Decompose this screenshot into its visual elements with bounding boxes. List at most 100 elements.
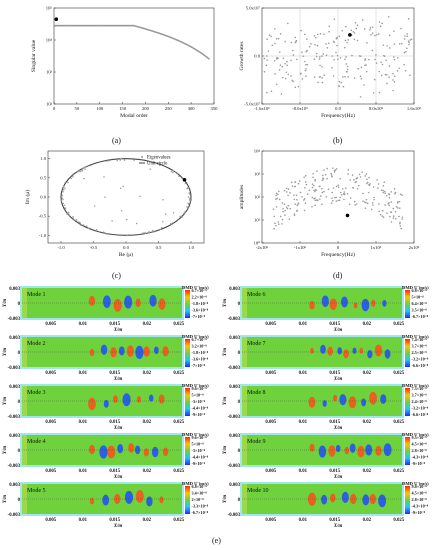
colorbar-tick-label: -9×10⁻⁸ xyxy=(192,461,206,466)
data-point xyxy=(345,56,347,58)
data-point xyxy=(270,90,273,92)
data-point xyxy=(375,62,378,64)
x-axis-title: X/m xyxy=(113,377,123,381)
colorbar xyxy=(185,339,190,367)
data-point xyxy=(85,225,88,227)
data-point xyxy=(321,81,324,84)
data-point xyxy=(362,200,364,203)
data-point xyxy=(170,170,173,173)
colorbar-title: DMD U'(m/s) xyxy=(182,285,209,290)
data-point xyxy=(172,221,174,224)
flow-structure xyxy=(113,395,118,403)
data-point xyxy=(321,179,324,181)
data-point xyxy=(297,182,300,185)
data-point xyxy=(105,233,107,235)
data-point xyxy=(286,207,289,210)
data-point xyxy=(357,184,360,187)
mode-label: Mode 2 xyxy=(27,341,46,347)
flow-structure xyxy=(320,344,326,354)
data-point xyxy=(177,172,179,175)
y-tick-label: 0.003 xyxy=(229,434,240,439)
data-point xyxy=(344,75,346,78)
data-point xyxy=(376,179,378,181)
panel-label-a: (a) xyxy=(112,136,121,145)
x-tick-label: 0.01 xyxy=(79,469,88,474)
flow-structure xyxy=(162,346,169,357)
data-point xyxy=(365,70,368,73)
data-point xyxy=(323,169,325,171)
data-point xyxy=(318,185,321,188)
flow-structure xyxy=(103,399,109,408)
colorbar-title: DMD U'(m/s) xyxy=(402,383,429,388)
x-tick-label: 0.02 xyxy=(363,469,372,474)
data-point xyxy=(354,204,356,206)
data-point xyxy=(316,170,318,172)
data-point xyxy=(281,223,283,225)
data-point xyxy=(305,75,307,78)
data-point xyxy=(365,173,368,175)
data-point xyxy=(366,202,369,205)
data-point xyxy=(174,171,177,173)
data-point xyxy=(335,185,338,188)
y-tick-label: 0.003 xyxy=(9,336,20,341)
data-point xyxy=(301,51,303,54)
data-point xyxy=(144,231,146,234)
data-point xyxy=(278,69,281,71)
data-point xyxy=(359,55,362,58)
data-point xyxy=(335,37,338,40)
mode-label: Mode 9 xyxy=(247,439,266,445)
data-point xyxy=(315,55,318,58)
flow-structure xyxy=(100,344,108,355)
data-point xyxy=(277,37,280,40)
x-tick-label: 0.025 xyxy=(393,420,404,425)
data-point xyxy=(371,49,374,52)
x-tick-label: 0.005 xyxy=(265,469,276,474)
mode-panel: Mode 4 0.003 0 -0.003 Y/m 0.005 0.01 0.015 0.02 0… xyxy=(3,432,209,479)
colorbar-tick-label: 4.5×10⁻⁸ xyxy=(412,491,428,496)
data-point xyxy=(321,203,323,206)
x-tick-label: 0 xyxy=(337,245,340,250)
data-point xyxy=(279,215,282,218)
x-tick-label: -1.0 xyxy=(57,245,65,250)
data-point xyxy=(275,38,278,40)
data-point xyxy=(172,169,174,172)
data-point xyxy=(287,73,290,76)
colorbar xyxy=(185,290,190,318)
flow-structure xyxy=(309,300,315,310)
flow-structure xyxy=(89,348,95,357)
data-point xyxy=(304,181,307,183)
colorbar-tick-label: -3.6×10⁻⁸ xyxy=(192,357,209,362)
mode-label: Mode 3 xyxy=(27,390,46,396)
flow-structure xyxy=(118,346,125,356)
y-tick-label: 0 xyxy=(238,351,241,356)
data-point xyxy=(396,207,399,209)
x-axis-title: X/m xyxy=(113,475,123,479)
data-point xyxy=(392,207,395,210)
data-point xyxy=(282,207,284,210)
data-point xyxy=(327,188,330,191)
data-point xyxy=(398,200,401,203)
data-point xyxy=(378,21,381,23)
data-point xyxy=(372,186,375,188)
data-point xyxy=(364,175,366,177)
data-point xyxy=(349,197,352,199)
data-point xyxy=(356,24,359,27)
colorbar-tick-label: 5×10⁻⁸ xyxy=(412,295,425,300)
data-point xyxy=(274,42,276,45)
data-point xyxy=(319,56,321,58)
data-point xyxy=(82,224,85,226)
data-point xyxy=(353,178,355,181)
data-point xyxy=(378,70,381,73)
data-point xyxy=(372,204,374,206)
data-point xyxy=(384,190,386,193)
data-point xyxy=(328,42,330,44)
flow-structure xyxy=(344,446,350,455)
y-tick-label: 0.0 xyxy=(254,54,260,59)
x-tick-label: 250 xyxy=(165,106,173,111)
data-point xyxy=(77,221,80,223)
flow-structure xyxy=(149,294,157,307)
data-point xyxy=(366,178,368,181)
x-axis-title: X/m xyxy=(113,426,123,430)
flow-structure xyxy=(380,394,387,404)
data-point xyxy=(375,33,378,36)
